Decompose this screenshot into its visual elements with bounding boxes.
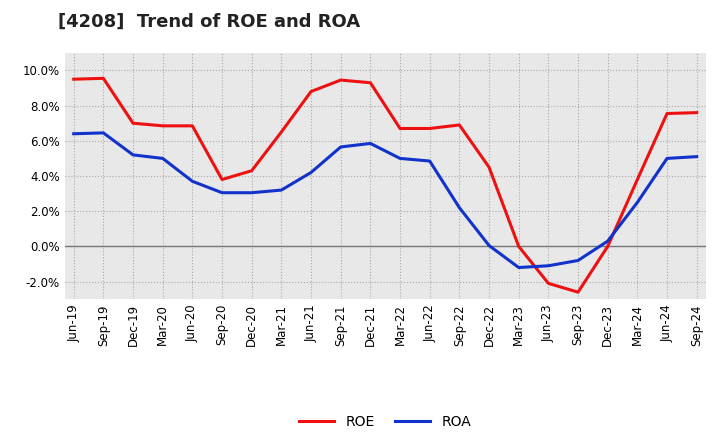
ROA: [158, 156, 167, 161]
ROA: [366, 141, 374, 146]
ROE: [396, 126, 405, 131]
ROE: [248, 168, 256, 173]
ROA: [633, 200, 642, 205]
ROE: [485, 165, 493, 170]
ROA: [485, 243, 493, 248]
ROE: [69, 77, 78, 82]
ROA: [455, 205, 464, 210]
ROE: [544, 281, 553, 286]
ROE: [693, 110, 701, 115]
ROA: [217, 190, 226, 195]
ROA: [396, 156, 405, 161]
ROA: [544, 263, 553, 268]
ROA: [426, 158, 434, 164]
ROA: [603, 238, 612, 244]
Line: ROA: ROA: [73, 133, 697, 268]
ROE: [158, 123, 167, 128]
ROE: [574, 290, 582, 295]
ROE: [99, 76, 108, 81]
ROE: [307, 89, 315, 94]
Line: ROE: ROE: [73, 78, 697, 292]
ROE: [336, 77, 345, 83]
ROE: [514, 244, 523, 249]
ROA: [69, 131, 78, 136]
ROA: [514, 265, 523, 270]
ROA: [99, 130, 108, 136]
ROE: [129, 121, 138, 126]
ROA: [307, 170, 315, 175]
ROE: [217, 177, 226, 182]
Legend: ROE, ROA: ROE, ROA: [294, 410, 477, 435]
ROE: [455, 122, 464, 128]
ROE: [366, 80, 374, 85]
Text: [4208]  Trend of ROE and ROA: [4208] Trend of ROE and ROA: [58, 13, 360, 31]
ROE: [603, 244, 612, 249]
ROA: [574, 258, 582, 263]
ROA: [277, 187, 286, 193]
ROE: [188, 123, 197, 128]
ROA: [129, 152, 138, 158]
ROA: [693, 154, 701, 159]
ROE: [633, 177, 642, 182]
ROA: [188, 179, 197, 184]
ROA: [248, 190, 256, 195]
ROE: [277, 129, 286, 135]
ROA: [336, 144, 345, 150]
ROA: [662, 156, 671, 161]
ROE: [426, 126, 434, 131]
ROE: [662, 111, 671, 116]
